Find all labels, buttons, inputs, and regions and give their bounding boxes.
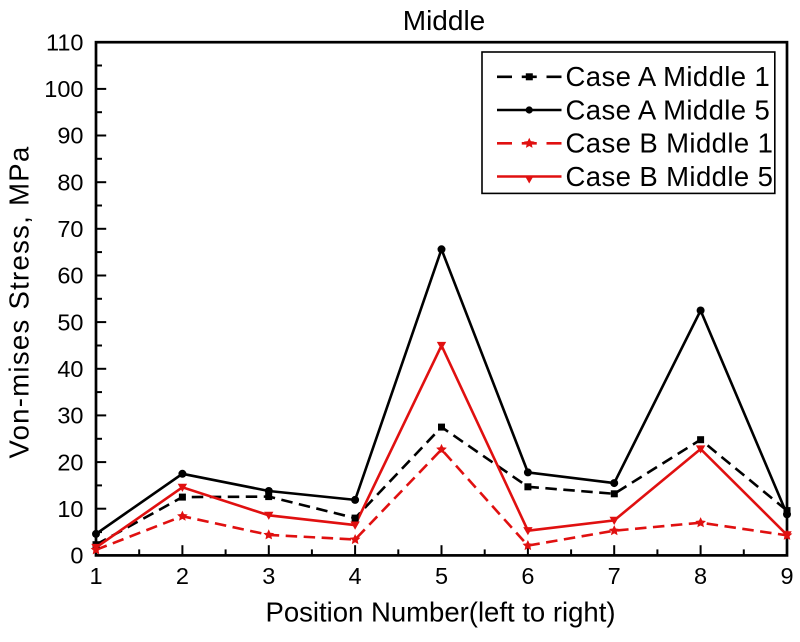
svg-text:3: 3 [262, 563, 275, 589]
svg-text:8: 8 [694, 563, 707, 589]
svg-text:40: 40 [57, 356, 83, 382]
svg-text:4: 4 [349, 563, 362, 589]
svg-text:Von-mises Stress, MPa: Von-mises Stress, MPa [4, 145, 35, 458]
svg-text:Case A Middle 5: Case A Middle 5 [566, 94, 771, 125]
svg-text:7: 7 [608, 563, 621, 589]
svg-text:Case B Middle 1: Case B Middle 1 [566, 128, 774, 159]
svg-text:20: 20 [57, 449, 83, 475]
svg-text:80: 80 [57, 169, 83, 195]
svg-text:10: 10 [57, 496, 83, 522]
svg-text:70: 70 [57, 216, 83, 242]
svg-text:1: 1 [89, 563, 102, 589]
svg-text:2: 2 [176, 563, 189, 589]
svg-text:Case B Middle 5: Case B Middle 5 [566, 161, 774, 192]
svg-text:Position Number(left to right): Position Number(left to right) [266, 597, 616, 628]
svg-text:0: 0 [70, 543, 83, 569]
svg-text:5: 5 [435, 563, 448, 589]
svg-text:30: 30 [57, 403, 83, 429]
svg-text:100: 100 [44, 76, 83, 102]
svg-text:9: 9 [780, 563, 793, 589]
svg-text:90: 90 [57, 123, 83, 149]
svg-text:6: 6 [521, 563, 534, 589]
svg-text:110: 110 [46, 29, 83, 55]
svg-text:Case A Middle 1: Case A Middle 1 [566, 61, 771, 92]
svg-text:60: 60 [57, 263, 83, 289]
svg-text:Middle: Middle [403, 5, 485, 36]
svg-text:50: 50 [57, 309, 83, 335]
